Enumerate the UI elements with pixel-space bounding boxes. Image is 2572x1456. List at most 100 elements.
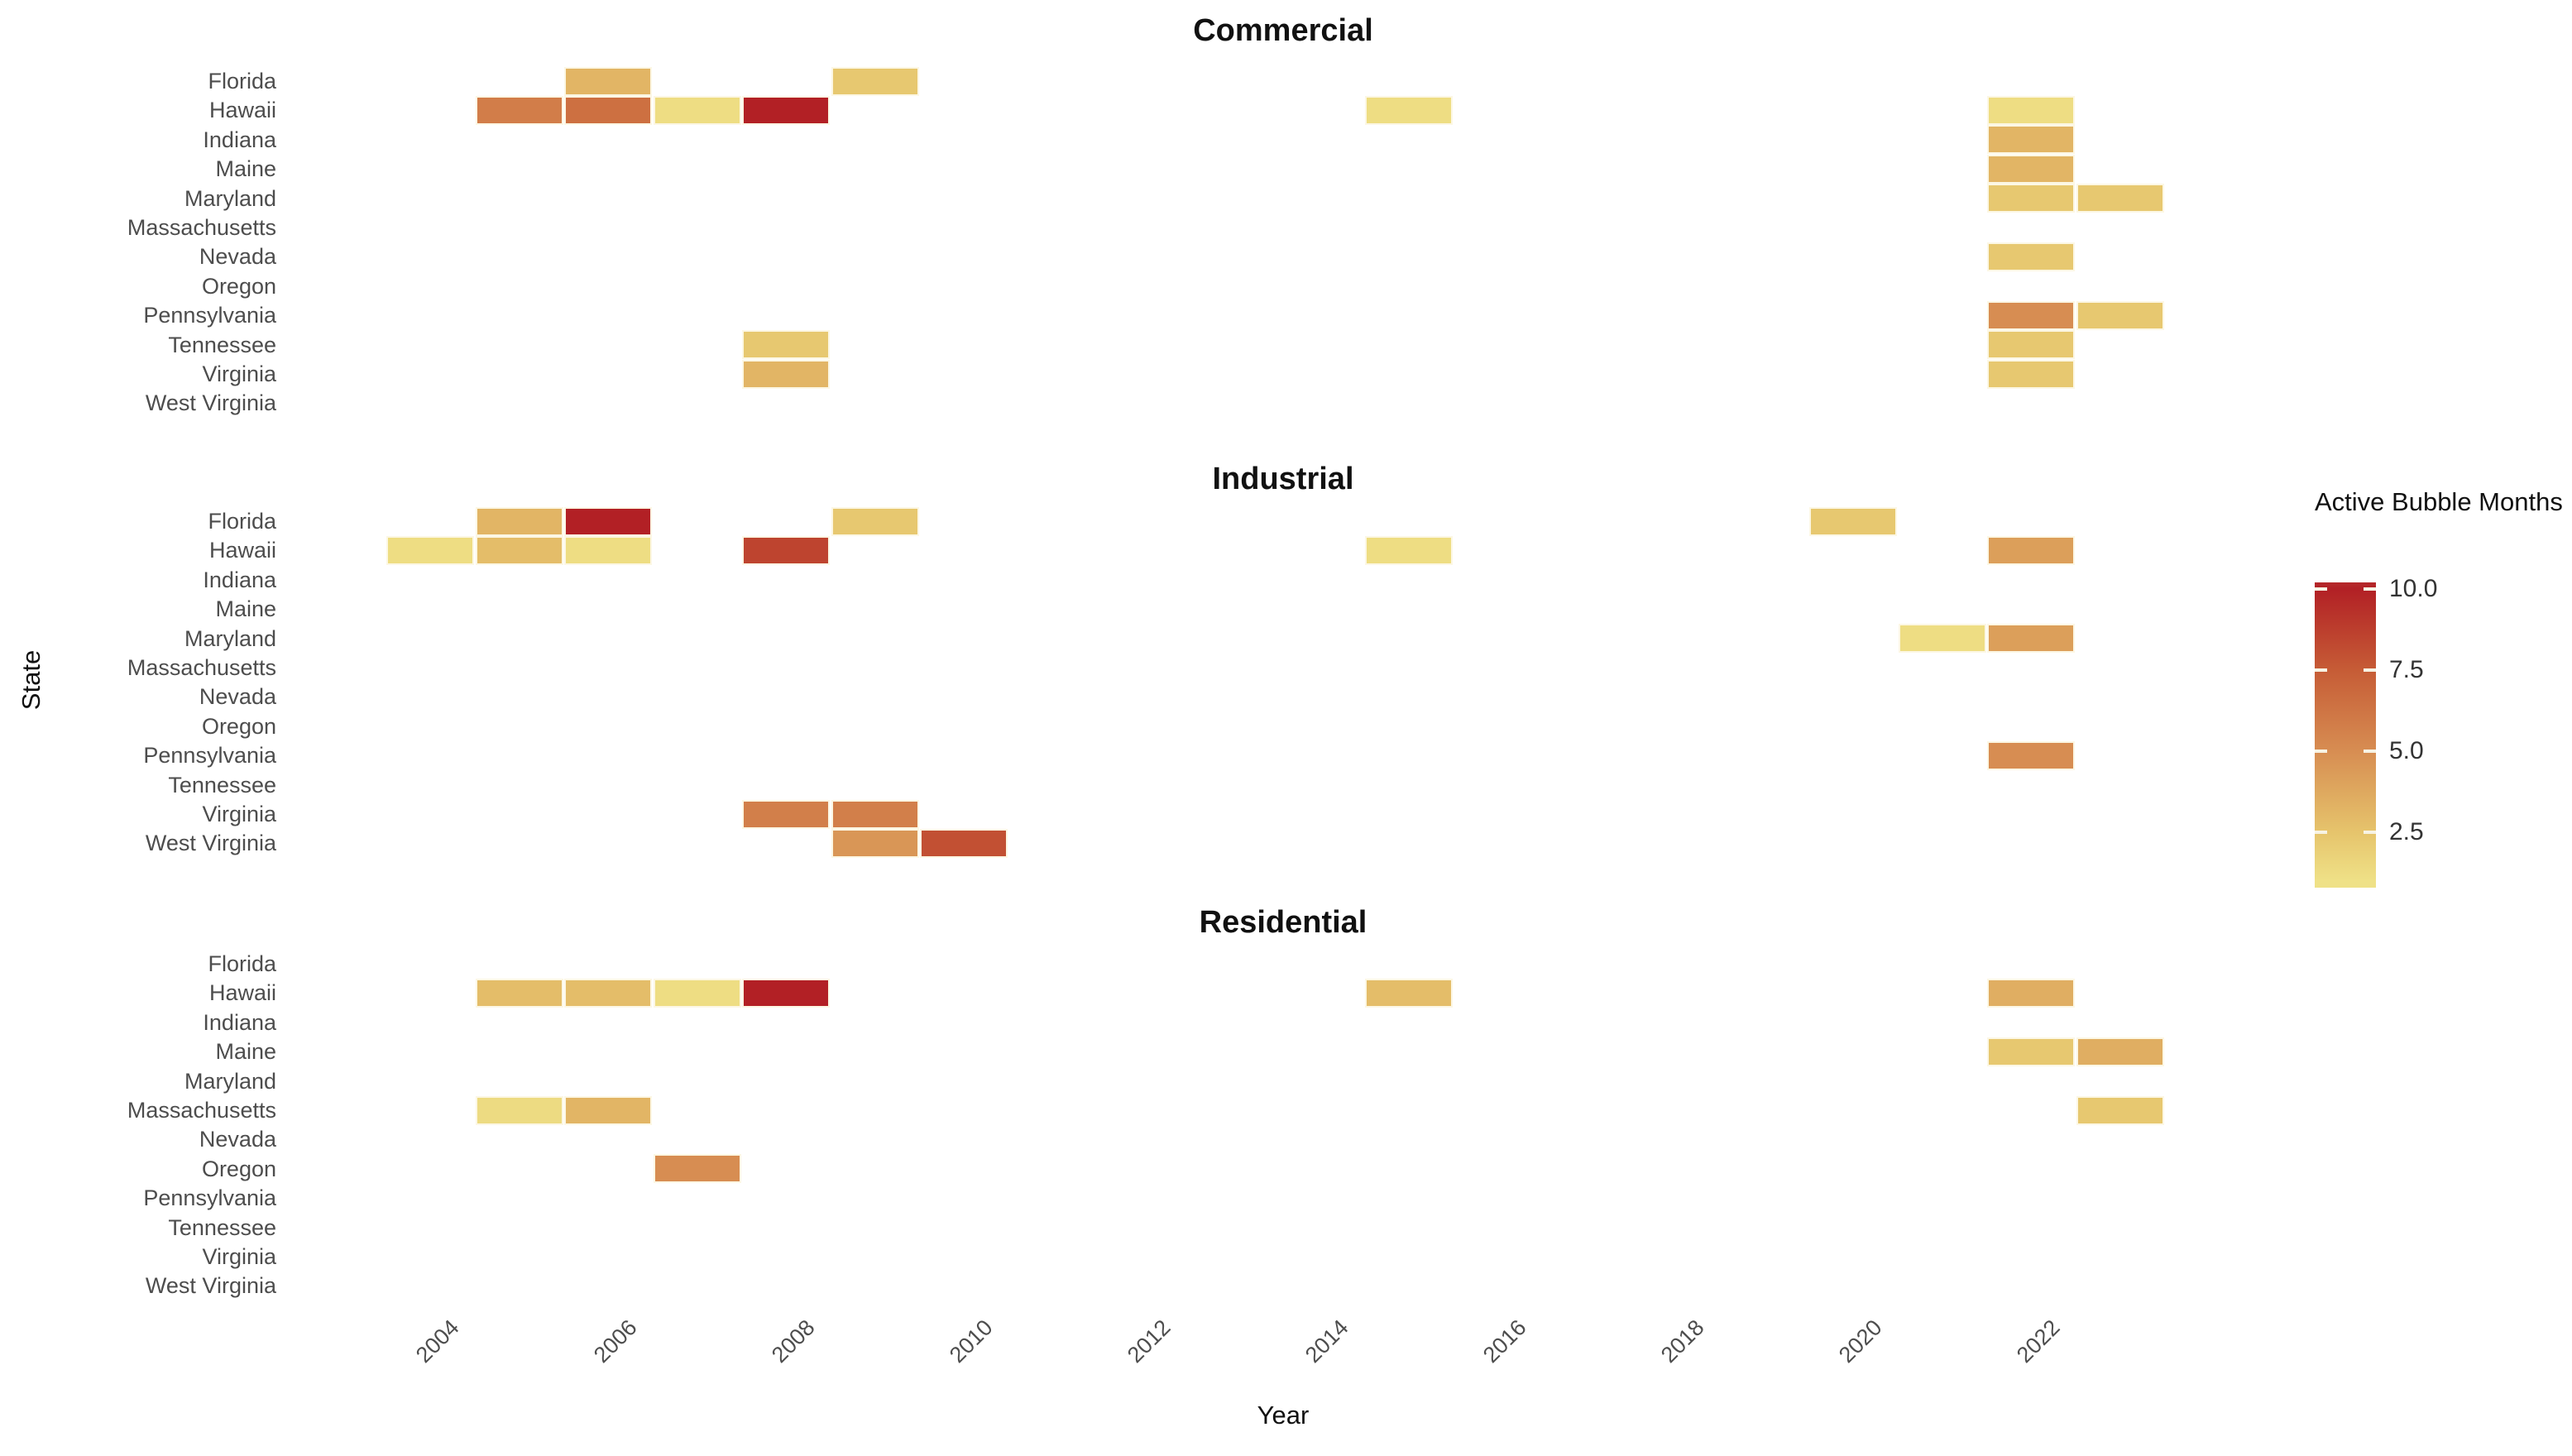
y-tick-label-virginia: Virginia (202, 1244, 276, 1269)
heatmap-tile (386, 535, 474, 565)
heatmap-tile (1898, 624, 1986, 654)
y-tick-label-massachusetts: Massachusetts (127, 655, 276, 680)
heatmap-tile (742, 359, 830, 389)
legend-tick-mark (2364, 750, 2376, 754)
heatmap-tile (653, 1154, 741, 1184)
legend-tick-label-10.0: 10.0 (2389, 574, 2438, 602)
heatmap-tile (475, 535, 563, 565)
y-tick-label-indiana: Indiana (203, 1009, 276, 1035)
legend-tick-mark (2364, 668, 2376, 672)
y-tick-label-virginia: Virginia (202, 362, 276, 386)
y-tick-label-maryland: Maryland (184, 1068, 276, 1094)
y-tick-label-maryland: Maryland (184, 625, 276, 651)
y-axis-title: State (17, 649, 46, 711)
y-tick-label-oregon: Oregon (201, 713, 276, 739)
y-tick-label-pennsylvania: Pennsylvania (143, 303, 276, 328)
y-tick-label-west-virginia: West Virginia (145, 831, 276, 856)
y-tick-label-indiana: Indiana (203, 567, 276, 592)
y-tick-label-oregon: Oregon (201, 273, 276, 299)
legend-tick-mark (2315, 668, 2327, 672)
heatmap-tile (831, 828, 919, 858)
y-tick-label-maine: Maine (215, 596, 276, 622)
y-tick-label-oregon: Oregon (201, 1156, 276, 1181)
heatmap-tile (831, 799, 919, 829)
y-tick-label-nevada: Nevada (199, 684, 276, 710)
y-tick-label-nevada: Nevada (199, 244, 276, 270)
heatmap-tile (564, 95, 652, 125)
heatmap-tile (653, 95, 741, 125)
legend-gradient-bar (2315, 582, 2376, 888)
legend-tick-mark (2315, 587, 2327, 591)
y-tick-label-florida: Florida (208, 951, 276, 976)
heatmap-tile (1987, 1037, 2075, 1066)
y-tick-label-tennessee: Tennessee (168, 332, 276, 357)
heatmap-tile (742, 535, 830, 565)
heatmap-tile (1987, 740, 2075, 770)
heatmap-tile (564, 506, 652, 536)
y-tick-label-florida: Florida (208, 509, 276, 534)
heatmap-tile (564, 1095, 652, 1125)
y-tick-label-tennessee: Tennessee (168, 772, 276, 797)
heatmap-tile (831, 66, 919, 96)
y-tick-label-west-virginia: West Virginia (145, 390, 276, 416)
heatmap-tile (1809, 506, 1897, 536)
heatmap-tile (2076, 300, 2164, 330)
y-tick-label-hawaii: Hawaii (208, 538, 276, 563)
heatmap-tile (2076, 1037, 2164, 1066)
facet-title-commercial: Commercial (1193, 13, 1373, 48)
x-axis-title: Year (1257, 1401, 1310, 1430)
legend-tick-label-7.5: 7.5 (2389, 655, 2424, 683)
y-tick-label-florida: Florida (208, 69, 276, 93)
heatmap-tile (564, 978, 652, 1008)
heatmap-tile (653, 978, 741, 1008)
y-tick-label-hawaii: Hawaii (208, 980, 276, 1006)
legend-tick-mark (2315, 831, 2327, 835)
heatmap-tile (920, 828, 1008, 858)
heatmap-tile (475, 95, 563, 125)
legend-tick-mark (2315, 750, 2327, 754)
heatmap-tile (2076, 184, 2164, 213)
facet-title-industrial: Industrial (1212, 462, 1354, 496)
heatmap-tile (1987, 330, 2075, 360)
y-tick-label-pennsylvania: Pennsylvania (143, 1185, 276, 1211)
heatmap-tile (1987, 300, 2075, 330)
heatmap-tile (1987, 242, 2075, 271)
heatmap-tile (831, 506, 919, 536)
heatmap-tile (1987, 184, 2075, 213)
y-tick-label-maine: Maine (215, 1039, 276, 1065)
y-tick-label-indiana: Indiana (203, 127, 276, 152)
heatmap-tile (1987, 359, 2075, 389)
legend-tick-label-2.5: 2.5 (2389, 818, 2424, 846)
legend-title: Active Bubble Months (2315, 487, 2563, 516)
heatmap-tile (1987, 154, 2075, 184)
heatmap-tile (1987, 95, 2075, 125)
heatmap-tile (1987, 624, 2075, 654)
y-tick-label-nevada: Nevada (199, 1127, 276, 1152)
y-tick-label-massachusetts: Massachusetts (127, 1098, 276, 1123)
y-tick-label-pennsylvania: Pennsylvania (143, 743, 276, 769)
y-tick-label-virginia: Virginia (202, 802, 276, 826)
y-tick-label-tennessee: Tennessee (168, 1214, 276, 1240)
heatmap-tile (1364, 95, 1453, 125)
heatmap-tile (1364, 535, 1453, 565)
heatmap-tile (475, 978, 563, 1008)
heatmap-tile (1987, 125, 2075, 155)
y-tick-label-hawaii: Hawaii (208, 98, 276, 123)
y-tick-label-maryland: Maryland (184, 185, 276, 211)
heatmap-tile (742, 330, 830, 360)
heatmap-tile (742, 799, 830, 829)
heatmap-tile (564, 535, 652, 565)
legend: Active Bubble Months 10.0 7.5 5.0 2.5 (2308, 478, 2572, 925)
y-tick-label-massachusetts: Massachusetts (127, 215, 276, 240)
heatmap-tile (1987, 978, 2075, 1008)
y-tick-label-west-virginia: West Virginia (145, 1273, 276, 1299)
heatmap-tile (2076, 1095, 2164, 1125)
heatmap-tile (742, 978, 830, 1008)
heatmap-tile (742, 95, 830, 125)
y-tick-label-maine: Maine (215, 156, 276, 182)
legend-tick-mark (2364, 831, 2376, 835)
heatmap-tile (1987, 535, 2075, 565)
heatmap-tile (564, 66, 652, 96)
facet-title-residential: Residential (1199, 905, 1367, 940)
